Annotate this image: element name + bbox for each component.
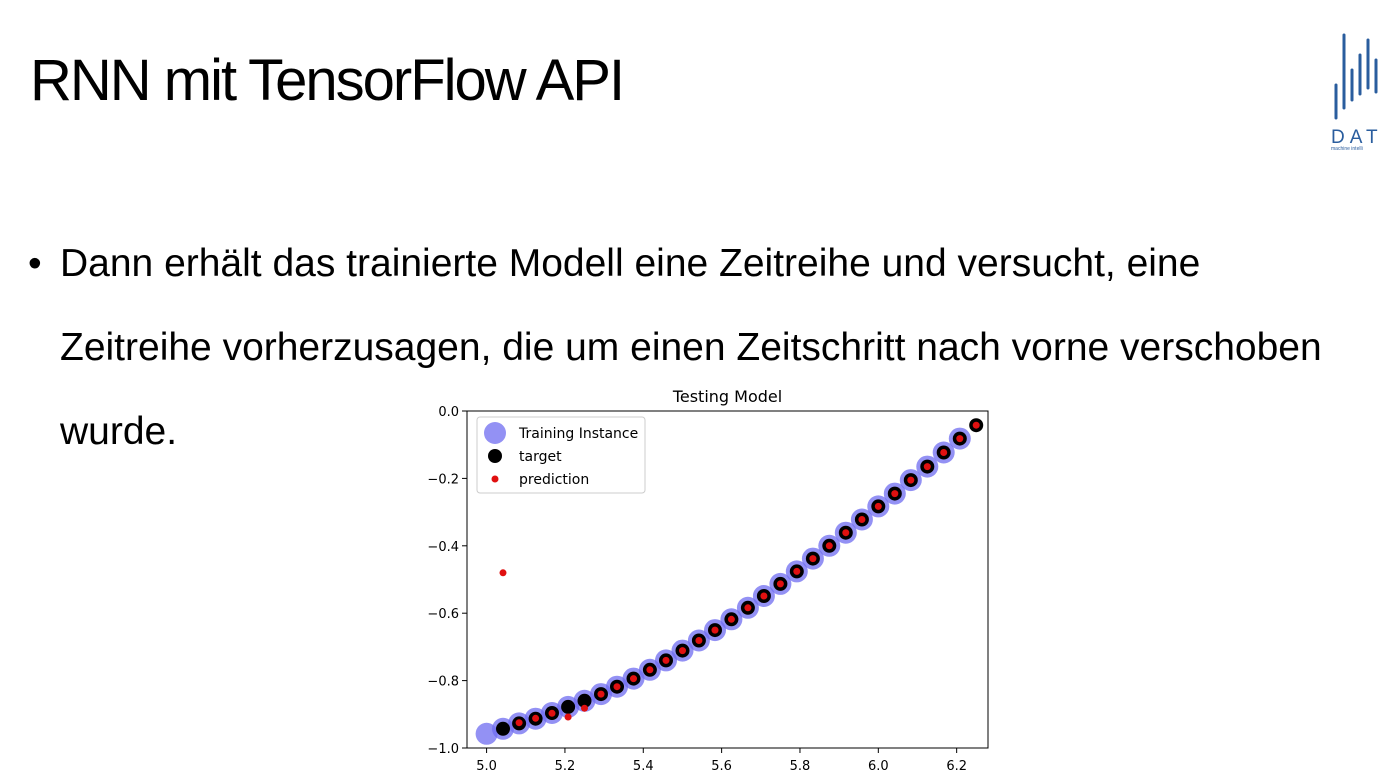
bullet-icon: • xyxy=(28,242,42,285)
y-tick-label: −0.2 xyxy=(427,472,459,487)
logo-text: DAT xyxy=(1331,127,1381,148)
bullet-text: Dann erhält das trainierte Modell eine Z… xyxy=(60,242,1322,453)
series-point-prediction xyxy=(776,580,784,588)
x-tick-label: 5.6 xyxy=(711,759,732,774)
series-point-prediction xyxy=(842,529,850,537)
series-point-prediction xyxy=(956,435,964,443)
bullet-item: • Dann erhält das trainierte Modell eine… xyxy=(28,222,1368,474)
series-point-prediction xyxy=(630,675,637,683)
slide-title: RNN mit TensorFlow API xyxy=(30,48,625,113)
chart-title: Testing Model xyxy=(672,387,782,406)
series-point-prediction xyxy=(793,567,801,575)
y-tick-label: 0.0 xyxy=(438,405,459,420)
series-point-prediction xyxy=(499,569,507,577)
chart-svg: Testing Model 5.0 5.2 5.4 5.6 5.8 6.0 6.2 0.0 −0.… xyxy=(427,387,989,774)
series-point-prediction xyxy=(858,516,866,523)
x-tick-label: 6.0 xyxy=(868,759,889,774)
series-point-target xyxy=(577,693,592,708)
x-tick-label: 5.8 xyxy=(790,759,811,774)
series-point-prediction xyxy=(532,714,540,722)
y-tick-label: −0.8 xyxy=(427,675,459,690)
series-point-prediction xyxy=(972,421,980,429)
y-tick-label: −1.0 xyxy=(427,742,459,757)
series-point-prediction xyxy=(613,683,621,691)
series-point-prediction xyxy=(679,647,686,655)
series-point-prediction xyxy=(907,476,915,484)
legend-marker xyxy=(491,475,499,483)
logo-icon xyxy=(1334,33,1378,120)
legend-label: Training Instance xyxy=(518,426,638,442)
series-point-prediction xyxy=(695,637,703,644)
series-point-prediction xyxy=(760,592,768,600)
series-point-prediction xyxy=(825,542,833,550)
series-point-prediction xyxy=(727,615,735,623)
series-point-prediction xyxy=(597,690,605,698)
series-point-prediction xyxy=(940,449,948,456)
series-point-prediction xyxy=(744,604,752,612)
legend-label: target xyxy=(519,449,562,465)
x-tick-label: 5.4 xyxy=(633,759,654,774)
chart-legend xyxy=(476,416,646,494)
series-point-prediction xyxy=(891,490,899,498)
series-point-prediction xyxy=(548,709,556,717)
x-tick-label: 5.2 xyxy=(555,759,576,774)
series-point-target xyxy=(496,721,510,736)
y-tick-label: −0.6 xyxy=(427,607,459,622)
series-point-target xyxy=(561,699,576,714)
series-point-prediction xyxy=(662,656,670,664)
bullet-list: • Dann erhält das trainierte Modell eine… xyxy=(28,222,1368,474)
series-point-prediction xyxy=(923,463,931,471)
series-point-prediction xyxy=(564,713,572,721)
series-point-prediction xyxy=(646,666,654,674)
legend-marker xyxy=(488,449,502,463)
plot-frame xyxy=(466,410,989,749)
x-tick-label: 6.2 xyxy=(946,759,967,774)
legend-marker xyxy=(484,422,506,444)
series-point-prediction xyxy=(711,626,719,634)
logo-subtext: machine intelli xyxy=(1331,146,1363,152)
chart: Testing Model 5.0 5.2 5.4 5.6 5.8 6.0 6.2 0.0 −0.… xyxy=(410,380,1010,783)
legend-label: prediction xyxy=(519,472,589,488)
series-point-prediction xyxy=(515,719,523,727)
series-point-prediction xyxy=(809,555,817,563)
x-tick-label: 5.0 xyxy=(476,759,497,774)
y-tick-label: −0.4 xyxy=(427,540,459,555)
series-point-prediction xyxy=(874,502,882,510)
series-point-prediction xyxy=(581,704,588,712)
